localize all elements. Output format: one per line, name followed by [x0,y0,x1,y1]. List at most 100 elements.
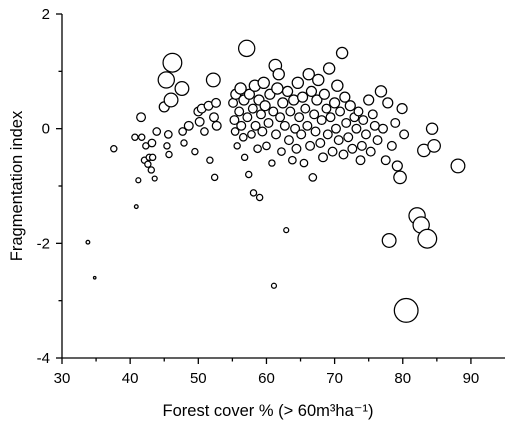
scatter-point [310,126,321,137]
scatter-point [209,112,219,123]
scatter-point [356,140,367,151]
scatter-point [393,297,419,323]
scatter-point [283,227,290,234]
scatter-point [367,109,378,120]
scatter-point [268,106,279,117]
scatter-point [283,135,294,146]
scatter-point [381,232,397,248]
scatter-point [92,275,97,280]
scatter-point [396,103,408,115]
y-tick-label: 2 [42,6,50,23]
scatter-point [183,120,194,131]
scatter-point [191,147,199,156]
scatter-point [308,173,318,182]
scatter-point [291,76,305,90]
scatter-point [163,130,173,139]
scatter-point [343,132,354,143]
scatter-point [358,115,369,126]
scatter-point [230,127,240,136]
scatter-point [351,123,362,134]
scatter-point [300,103,311,114]
x-tick-label: 60 [258,370,275,387]
scatter-point [242,112,253,123]
scatter-point [256,109,266,120]
scatter-point [257,126,268,137]
scatter-point [333,135,344,146]
x-tick-label: 70 [326,370,343,387]
scatter-point [378,123,388,134]
scatter-point [135,177,142,184]
scatter-point [163,142,171,150]
scatter-point [136,112,147,123]
scatter-point [211,97,222,108]
scatter-point [250,120,261,131]
y-ticks: 2 0 -2 -4 [37,6,62,367]
y-axis-label: Fragmentation index [8,110,26,261]
x-tick-label: 80 [394,370,411,387]
scatter-point [331,79,344,92]
scatter-point [315,138,326,148]
scatter-point [355,155,366,166]
y-tick-label: -4 [37,350,50,367]
scatter-point [238,132,248,142]
scatter-point [234,106,245,117]
y-tick-label: 0 [42,121,50,138]
scatter-point [291,143,302,154]
scatter-point [162,52,183,73]
scatter-point [152,127,162,136]
scatter-point [363,94,375,106]
scatter-point [322,62,336,75]
scatter-point [233,142,241,150]
scatter-point [277,97,289,109]
scatter-point [302,120,313,131]
scatter-point [294,112,305,123]
scatter-point [229,115,240,126]
scatter-point [234,82,247,95]
scatter-point [302,67,315,81]
scatter-point [194,116,205,127]
y-tick-label: -2 [37,235,50,252]
scatter-point [450,158,466,174]
scatter-point [329,97,341,109]
scatter-point [165,150,173,159]
scatter-point [325,112,336,123]
data-points [85,39,466,323]
scatter-point [263,117,274,128]
scatter-point [309,109,320,120]
scatter-point [157,71,176,89]
scatter-point [312,73,325,87]
scatter-point [374,85,388,98]
scatter-point [391,160,403,172]
scatter-point [133,204,139,210]
scatter-point [290,123,301,134]
scatter-point [200,127,209,136]
scatter-point [151,175,158,182]
scatter-point [380,155,391,166]
scatter-point [211,120,222,131]
scatter-point [138,133,146,141]
scatter-point [180,139,188,147]
scatter-point [259,100,271,112]
scatter-point [327,146,338,157]
scatter-point [399,129,410,140]
scatter-point [372,135,383,146]
x-axis-label: Forest cover % (> 60m³ha⁻¹) [163,402,374,420]
scatter-point [240,153,249,162]
scatter-point [245,170,253,179]
scatter-point [305,140,316,151]
scatter-point [163,92,179,108]
x-ticks: 30 40 50 60 70 80 90 [54,358,479,387]
scatter-point [85,239,91,245]
scatter-point [148,153,157,162]
scatter-point [247,103,258,114]
scatter-point [305,85,318,97]
scatter-point [236,120,247,131]
scatter-point [386,140,397,151]
scatter-point [255,193,264,202]
scatter-point [353,106,364,117]
scatter-point [285,106,296,117]
scatter-point [318,152,329,163]
scatter-point [268,159,276,167]
scatter-point [296,129,307,140]
